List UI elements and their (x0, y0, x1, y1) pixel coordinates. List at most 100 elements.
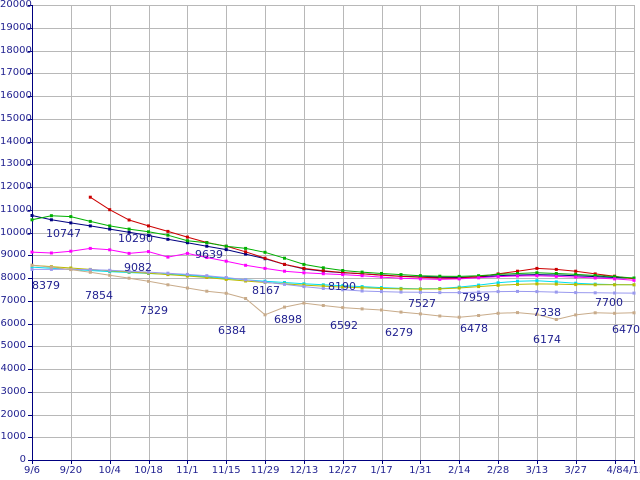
y-tick-label: 10000 (0, 226, 32, 238)
series-marker (380, 290, 383, 294)
series-marker (457, 291, 461, 295)
series-marker (632, 276, 636, 280)
y-tick-label: 20000 (0, 0, 32, 10)
series-marker (30, 265, 34, 269)
series-marker (205, 256, 209, 259)
data-value-label: 9639 (195, 248, 223, 261)
series-marker (477, 276, 481, 280)
series-marker (360, 270, 364, 274)
series-marker (321, 287, 325, 290)
series-line (31, 264, 635, 321)
series-marker (205, 276, 209, 279)
series-marker (554, 318, 558, 321)
series-marker (477, 290, 481, 294)
series-marker (593, 272, 597, 276)
y-tick-label: 12000 (0, 181, 32, 192)
series-marker (49, 267, 53, 271)
data-value-label: 10290 (118, 232, 153, 245)
series-marker (185, 241, 189, 245)
series-marker (574, 272, 578, 276)
series-marker (166, 255, 170, 259)
series-marker (69, 249, 73, 253)
series-marker (613, 275, 617, 279)
series-marker (535, 279, 539, 283)
series-marker (321, 284, 325, 288)
data-value-label: 6174 (533, 333, 561, 346)
series-marker (147, 224, 150, 228)
series-marker (554, 274, 558, 278)
series-red (88, 195, 636, 281)
x-tick-label: 3/13 (525, 465, 549, 476)
series-marker (321, 272, 325, 276)
y-tick-label: 19000 (0, 21, 32, 33)
data-value-label: 8190 (328, 280, 356, 293)
series-marker (632, 283, 636, 287)
series-marker (88, 270, 92, 274)
series-marker (147, 230, 150, 234)
series-marker (399, 273, 403, 277)
series-marker (147, 234, 150, 237)
series-marker (613, 283, 617, 287)
series-marker (418, 277, 422, 281)
series-marker (224, 244, 228, 248)
series-marker (185, 274, 189, 278)
y-tick-label: 18000 (0, 44, 32, 56)
series-marker (360, 274, 364, 278)
series-marker (283, 256, 286, 260)
series-marker (49, 265, 53, 269)
series-marker (554, 280, 558, 284)
series-marker (147, 270, 150, 274)
series-marker (516, 289, 519, 293)
series-marker (613, 291, 617, 295)
series-marker (457, 274, 461, 278)
series-marker (185, 235, 189, 239)
series-marker (516, 311, 519, 315)
series-marker (399, 290, 403, 294)
series-marker (205, 274, 209, 278)
series-marker (574, 283, 578, 287)
series-marker (535, 282, 539, 286)
series-marker (380, 272, 383, 275)
series-marker (341, 271, 345, 274)
series-marker (108, 208, 112, 212)
series-marker (341, 288, 345, 292)
data-value-label: 7329 (140, 304, 168, 317)
x-tick-label: 10/18 (134, 465, 163, 476)
x-tick-label: 2/14 (447, 465, 471, 476)
x-tick-label: 11/1 (176, 465, 199, 476)
series-line (31, 247, 635, 281)
series-marker (438, 291, 442, 295)
series-marker (554, 267, 558, 271)
series-marker (108, 224, 112, 228)
y-tick-label: 0 (19, 454, 26, 465)
y-tick-label: 14000 (0, 135, 32, 147)
series-marker (574, 313, 578, 317)
x-tick-label: 2/28 (486, 465, 510, 476)
series-marker (516, 282, 519, 286)
series-marker (185, 251, 189, 255)
series-marker (535, 312, 539, 316)
series-marker (302, 262, 306, 266)
y-tick-label: 8000 (0, 272, 26, 283)
series-marker (496, 275, 500, 279)
series-marker (496, 272, 500, 276)
series-line (90, 196, 635, 280)
y-tick-label: 5000 (0, 340, 26, 352)
series-marker (224, 248, 228, 252)
series-marker (108, 227, 112, 231)
series-marker (108, 273, 112, 277)
series-marker (535, 266, 539, 270)
data-value-label: 6478 (460, 322, 488, 335)
series-marker (147, 250, 150, 254)
series-marker (263, 313, 267, 317)
series-marker (302, 285, 306, 289)
series-marker (244, 250, 248, 254)
series-marker (496, 281, 500, 285)
series-navy (30, 214, 636, 280)
series-marker (166, 283, 170, 287)
series-marker (88, 195, 92, 199)
data-value-label: 6384 (218, 324, 246, 337)
series-marker (127, 251, 131, 255)
series-marker (380, 287, 383, 290)
x-tick-label: 10/4 (98, 465, 121, 476)
